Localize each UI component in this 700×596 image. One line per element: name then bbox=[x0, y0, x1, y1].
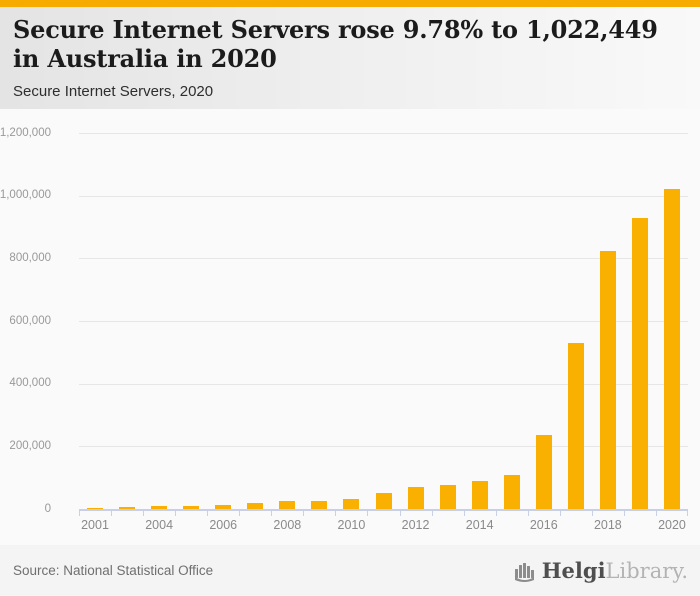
x-axis-tick bbox=[399, 511, 401, 516]
source-note: Source: National Statistical Office bbox=[13, 563, 214, 578]
gridline bbox=[79, 321, 688, 322]
bar-2014 bbox=[471, 480, 488, 509]
y-axis-tick-label: 1,200,000 bbox=[0, 126, 51, 139]
bar-2017 bbox=[567, 342, 584, 509]
bar-chart: 1,200,000 1,000,000 800,000 600,000 400,000 2… bbox=[0, 109, 700, 545]
bar-2011 bbox=[375, 493, 392, 509]
chart-footer: Source: National Statistical Office Helg… bbox=[0, 545, 700, 596]
chart-title: Secure Internet Servers rose 9.78% to 1,… bbox=[13, 15, 658, 74]
bar-2016 bbox=[535, 435, 552, 509]
gridline bbox=[79, 258, 688, 260]
x-axis-tick bbox=[559, 511, 561, 516]
x-axis-tick bbox=[495, 511, 497, 516]
brand-name-primary: Helgi bbox=[541, 558, 606, 583]
x-axis-tick bbox=[623, 511, 625, 516]
x-axis-tick-label: 2012 bbox=[401, 518, 430, 532]
x-axis-tick bbox=[655, 511, 657, 516]
bar-2005 bbox=[183, 505, 200, 509]
y-axis-tick-label: 600,000 bbox=[9, 314, 51, 327]
accent-top-bar bbox=[0, 0, 700, 7]
y-axis-tick-label: 200,000 bbox=[9, 439, 51, 452]
bar-2003 bbox=[119, 507, 136, 509]
bar-chart-hand-icon bbox=[514, 563, 534, 582]
x-axis-tick bbox=[143, 511, 145, 516]
bar-2002 bbox=[87, 508, 104, 509]
x-axis-tick bbox=[303, 511, 305, 516]
bar-2004 bbox=[151, 505, 168, 509]
y-axis-tick-label: 400,000 bbox=[9, 377, 51, 390]
x-axis-tick bbox=[271, 511, 273, 516]
gridline bbox=[79, 383, 688, 385]
x-axis-line bbox=[79, 509, 688, 511]
x-axis-tick-label: 2004 bbox=[145, 518, 174, 532]
x-axis-tick bbox=[367, 511, 369, 516]
x-axis-tick-label: 2020 bbox=[658, 518, 686, 532]
bar-2010 bbox=[343, 498, 360, 509]
x-axis-tick bbox=[431, 511, 433, 516]
x-axis-tick bbox=[239, 511, 241, 516]
plot-area: 1,200,000 1,000,000 800,000 600,000 400,000 2… bbox=[0, 127, 688, 531]
x-axis-tick bbox=[591, 511, 593, 516]
x-axis-tick-label: 2016 bbox=[529, 518, 558, 532]
bar-2015 bbox=[503, 475, 520, 509]
x-axis-tick-label: 2008 bbox=[273, 518, 302, 532]
bar-2009 bbox=[311, 500, 328, 509]
gridline bbox=[79, 446, 688, 448]
bar-2006 bbox=[215, 504, 232, 509]
y-axis-tick-label: 800,000 bbox=[9, 251, 51, 264]
y-axis-tick-label: 0 bbox=[44, 502, 51, 515]
gridline bbox=[79, 195, 688, 197]
x-axis-tick-label: 2014 bbox=[465, 518, 494, 532]
x-axis-tick-label: 2001 bbox=[81, 518, 109, 532]
x-axis-tick-label: 2010 bbox=[337, 518, 366, 532]
chart-header: Secure Internet Servers rose 9.78% to 1,… bbox=[0, 7, 700, 109]
x-axis-tick-label: 2006 bbox=[209, 518, 238, 532]
bar-2018 bbox=[599, 251, 616, 509]
gridline bbox=[79, 133, 688, 134]
chart-subtitle: Secure Internet Servers, 2020 bbox=[13, 83, 214, 100]
x-axis-tick-label: 2018 bbox=[593, 518, 622, 532]
x-axis-tick bbox=[175, 511, 177, 516]
x-axis-tick bbox=[79, 511, 80, 516]
bar-2019 bbox=[631, 217, 648, 509]
x-axis-tick bbox=[463, 511, 465, 516]
bar-2012 bbox=[407, 487, 424, 509]
bar-2008 bbox=[279, 501, 296, 509]
brand-name: HelgiLibrary. bbox=[542, 556, 688, 586]
x-axis-tick bbox=[527, 511, 529, 516]
x-axis-tick bbox=[207, 511, 209, 516]
x-axis-tick bbox=[687, 511, 688, 516]
bar-2013 bbox=[439, 484, 456, 509]
y-axis-tick-label: 1,000,000 bbox=[0, 189, 51, 202]
x-axis-tick bbox=[111, 511, 113, 516]
x-axis-tick bbox=[335, 511, 337, 516]
brand-name-secondary: Library. bbox=[605, 559, 688, 583]
bar-2007 bbox=[247, 503, 264, 509]
bar-2020 bbox=[663, 188, 680, 509]
brand-logo: HelgiLibrary. bbox=[513, 556, 688, 586]
